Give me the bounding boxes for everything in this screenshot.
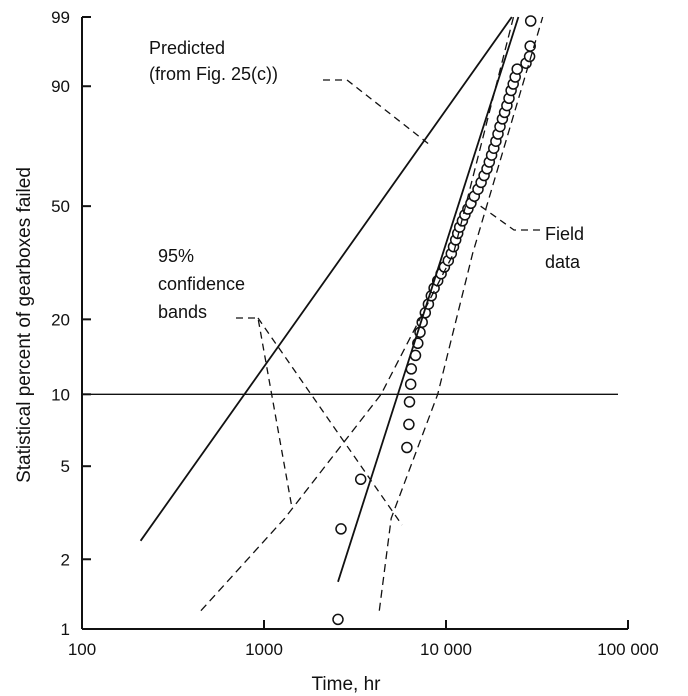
y-tick-label: 5 <box>61 457 70 476</box>
y-tick-label: 50 <box>51 197 70 216</box>
annotation-field-line-1: Field <box>545 224 584 244</box>
field-data-point <box>524 40 536 52</box>
y-tick-label: 20 <box>51 310 70 329</box>
field-data-point <box>332 613 344 626</box>
field-data-point <box>403 396 416 408</box>
field-data-point <box>401 441 413 454</box>
y-tick-label: 1 <box>61 620 70 639</box>
field-data-point <box>524 15 537 27</box>
leader-confidence-a <box>236 317 293 509</box>
y-axis-title: Statistical percent of gearboxes failed <box>14 167 35 483</box>
annotation-leaders <box>236 79 540 526</box>
annotation-predicted-line-1: Predicted <box>149 38 225 58</box>
x-tick-label: 100 <box>68 640 96 659</box>
x-axis-title: Time, hr <box>312 674 382 695</box>
y-tick-label: 2 <box>61 550 70 569</box>
annotation-predicted: Predicted (from Fig. 25(c)) <box>149 38 278 84</box>
x-tick-label: 1000 <box>245 640 283 659</box>
leader-confidence-b <box>257 317 403 526</box>
fit-line-2 <box>337 16 520 583</box>
leader-predicted <box>323 79 431 146</box>
x-tick-label: 10 000 <box>420 640 472 659</box>
plot-area <box>82 15 618 626</box>
fit-line-1 <box>139 16 513 542</box>
annotation-field-data: Field data <box>545 224 584 272</box>
y-tick-label: 10 <box>51 385 70 404</box>
y-tick-label: 99 <box>51 8 70 27</box>
annotation-confidence: 95% confidence bands <box>158 246 245 322</box>
field-data-point <box>335 523 347 535</box>
field-data-point <box>403 418 415 431</box>
annotation-predicted-line-2: (from Fig. 25(c)) <box>149 64 278 84</box>
annotation-confidence-line-2: confidence <box>158 274 245 294</box>
annotation-confidence-line-3: bands <box>158 302 207 322</box>
leader-field-data <box>471 199 540 231</box>
field-data-point <box>354 473 367 486</box>
annotation-field-line-2: data <box>545 252 581 272</box>
y-tick-label: 90 <box>51 77 70 96</box>
field-data-point <box>404 378 417 390</box>
annotation-confidence-line-1: 95% <box>158 246 194 266</box>
confidence-band-line-4 <box>378 16 544 611</box>
x-tick-label: 100 000 <box>597 640 658 659</box>
confidence-band-line-3 <box>200 16 515 612</box>
field-data-point <box>511 63 523 75</box>
axes: 100 1000 10 000 100 000 1 2 5 10 20 50 90 99 <box>51 8 659 659</box>
